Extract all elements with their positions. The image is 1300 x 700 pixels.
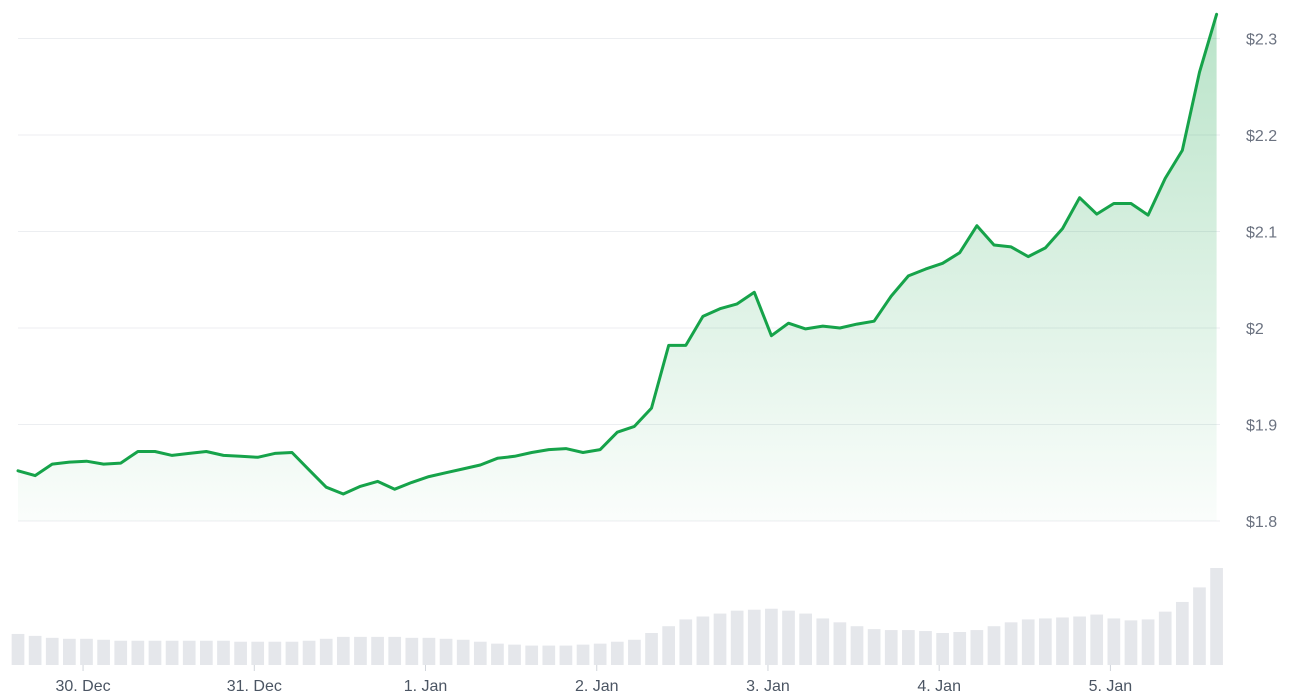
volume-bar	[576, 644, 590, 665]
volume-bar	[371, 636, 384, 665]
volume-bar	[1021, 619, 1035, 665]
volume-bar	[1073, 616, 1086, 665]
x-tick-label: 2. Jan	[575, 678, 619, 695]
volume-bar	[165, 640, 179, 665]
volume-bar	[593, 643, 607, 665]
volume-bar	[422, 637, 436, 665]
volume-bar	[782, 610, 795, 665]
volume-bar	[97, 639, 110, 665]
volume-bar	[1090, 614, 1104, 665]
volume-bar	[182, 640, 196, 665]
volume-bar	[251, 641, 265, 665]
volume-bar	[1158, 611, 1172, 665]
x-tick-label: 5. Jan	[1089, 678, 1133, 695]
volume-bar	[1175, 601, 1189, 665]
volume-bar	[833, 622, 847, 665]
volume-bar	[867, 629, 881, 665]
volume-bar	[610, 641, 624, 665]
volume-bar	[508, 644, 521, 665]
volume-bar	[336, 636, 350, 665]
volume-bar	[953, 632, 967, 665]
volume-bar	[199, 640, 213, 665]
price-line	[16, 12, 1219, 496]
volume-bar	[747, 609, 761, 665]
volume-bar	[285, 641, 299, 665]
volume-bar	[936, 632, 949, 665]
volume-bar	[525, 645, 539, 665]
volume-bar	[919, 631, 932, 665]
volume-bar	[902, 630, 915, 665]
volume-bar	[45, 637, 59, 665]
x-tick-label: 31. Dec	[227, 678, 282, 695]
volume-bar	[713, 613, 727, 665]
x-tick-label: 4. Jan	[917, 678, 961, 695]
price-area	[18, 14, 1217, 522]
x-tick-label: 1. Jan	[404, 678, 448, 695]
volume-bar	[1004, 622, 1018, 665]
y-tick-label: $2.1	[1246, 225, 1277, 242]
volume-bar	[439, 638, 453, 665]
volume-bar	[1039, 618, 1052, 665]
volume-bar	[1193, 587, 1206, 665]
volume-bar	[662, 626, 676, 665]
volume-bar	[148, 640, 162, 665]
volume-bar	[645, 632, 658, 665]
volume-bar	[1124, 620, 1138, 665]
y-tick-label: $1.8	[1246, 514, 1277, 531]
volume-bar	[268, 641, 282, 665]
volume-bar	[11, 633, 25, 665]
volume-bar	[559, 645, 573, 665]
volume-bar	[80, 638, 93, 665]
volume-bar	[491, 643, 504, 665]
volume-bar	[354, 636, 367, 665]
volume-bar	[388, 636, 402, 665]
volume-bar	[884, 630, 898, 665]
volume-bar	[405, 637, 419, 665]
volume-bar	[987, 626, 1001, 665]
volume-bar	[679, 619, 693, 665]
volume-bar	[1210, 568, 1223, 665]
volume-bar	[114, 640, 128, 665]
volume-bar	[1056, 617, 1069, 665]
volume-bar	[28, 635, 42, 665]
volume-bar	[696, 616, 710, 665]
y-tick-label: $2.3	[1246, 32, 1277, 49]
volume-bar	[217, 640, 230, 665]
y-tick-label: $1.9	[1246, 418, 1277, 435]
volume-bar	[302, 640, 316, 665]
volume-bar	[970, 630, 984, 665]
volume-bar	[799, 613, 812, 665]
y-tick-label: $2.2	[1246, 128, 1277, 145]
volume-bar	[1141, 619, 1155, 665]
x-tick-label: 30. Dec	[55, 678, 110, 695]
volume-bar	[63, 638, 76, 665]
volume-bar	[473, 641, 487, 665]
volume-bar	[131, 640, 145, 665]
volume-bar	[319, 638, 333, 665]
volume-bar	[816, 618, 830, 665]
volume-bar	[456, 639, 470, 665]
volume-bar	[542, 645, 556, 665]
volume-bar	[730, 610, 744, 665]
y-tick-label: $2	[1246, 321, 1264, 338]
x-tick-label: 3. Jan	[746, 678, 790, 695]
volume-bar	[1107, 618, 1121, 665]
volume-bar	[850, 626, 864, 665]
volume-bar	[628, 639, 641, 665]
volume-bar	[765, 608, 778, 665]
volume-bar	[234, 641, 247, 665]
